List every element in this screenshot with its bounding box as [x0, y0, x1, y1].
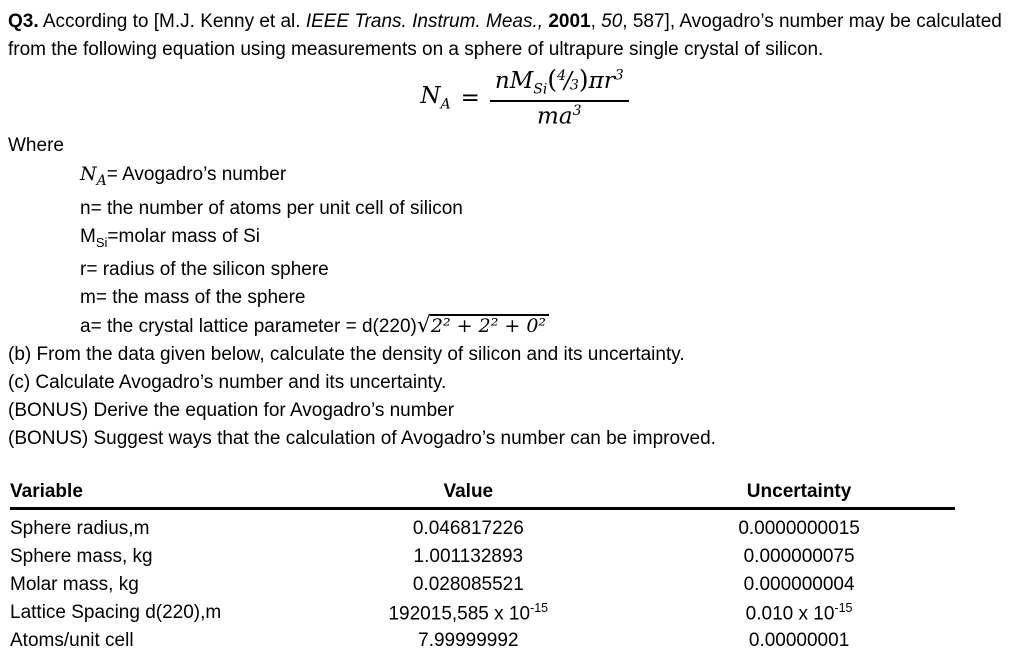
task-bonus-derive: (BONUS) Derive the equation for Avogadro… [8, 400, 455, 422]
definition-text: r= radius of the silicon sphere [80, 259, 329, 281]
citation-volume: 50 [601, 11, 623, 32]
intro-paragraph: Q3. According to [M.J. Kenny et al. IEEE… [8, 8, 1016, 64]
task-bonus-improve: (BONUS) Suggest ways that the calculatio… [8, 428, 716, 450]
intro-segment: According to [M.J. Kenny et al. [38, 11, 306, 32]
cell-variable: Sphere mass, kg [10, 546, 153, 568]
cell-variable: Atoms/unit cell [10, 630, 134, 652]
definition-a: a= the crystal lattice parameter = d(220… [80, 312, 1016, 341]
equals-sign: = [460, 84, 480, 111]
square-root-expression: √2² + 2² + 0² [416, 313, 550, 339]
cell-value: 7.99999992 [418, 630, 519, 652]
radicand: 2² + 2² + 0² [429, 314, 550, 337]
table-row: Atoms/unit cell 7.99999992 0.00000001 [10, 627, 955, 655]
definition-list: NA= Avogadro’s number n= the number of a… [80, 160, 1016, 342]
column-header-value: Value [293, 481, 644, 511]
equation-lhs: NA [420, 83, 451, 113]
definition-na: NA= Avogadro’s number [80, 160, 1016, 195]
task-c: (c) Calculate Avogadro’s number and its … [8, 372, 447, 394]
table-row: Molar mass, kg 0.028085521 0.000000004 [10, 571, 955, 599]
cell-value: 192015,585 x 10-15 [388, 601, 549, 625]
avogadro-equation: NA = nMSi(4/3)πr3 ma3 [33, 65, 1016, 130]
definition-m: m= the mass of the sphere [80, 284, 1016, 312]
radical-sign: √ [416, 313, 431, 339]
cell-value: 0.046817226 [412, 518, 524, 540]
citation-year: 2001 [548, 11, 591, 32]
where-label: Where [8, 134, 64, 156]
value-exponent: -15 [530, 601, 549, 616]
msi-symbol: MSi [80, 225, 108, 250]
cell-uncertainty: 0.010 x 10-15 [745, 601, 853, 625]
na-symbol: NA [80, 162, 107, 189]
cell-value: 0.028085521 [412, 574, 524, 596]
definition-text: m= the mass of the sphere [80, 287, 306, 309]
table-header-row: Variable Value Uncertainty [10, 481, 955, 511]
cell-uncertainty: 0.0000000015 [738, 518, 860, 540]
definition-msi: MSi=molar mass of Si [80, 223, 1016, 257]
cell-variable: Sphere radius,m [10, 518, 150, 540]
intro-segment: , [590, 11, 602, 32]
table-row: Lattice Spacing d(220),m 192015,585 x 10… [10, 599, 955, 627]
cell-uncertainty: 0.000000004 [743, 574, 855, 596]
fraction-denominator: ma3 [537, 102, 582, 130]
definition-text: a= the crystal lattice parameter = d(220… [80, 316, 417, 338]
measurement-data-table: Variable Value Uncertainty Sphere radius… [10, 481, 955, 655]
definition-n: n= the number of atoms per unit cell of … [80, 195, 1016, 223]
cell-value: 1.001132893 [413, 546, 524, 568]
question-number: Q3. [8, 11, 39, 32]
cell-variable: Molar mass, kg [10, 574, 139, 596]
uncertainty-exponent: -15 [834, 601, 853, 616]
intro-segment: , 587], Avogadro’s number may be calcula… [8, 11, 1002, 60]
fraction-numerator: nMSi(4/3)πr3 [489, 65, 629, 102]
table-row: Sphere radius,m 0.046817226 0.0000000015 [10, 509, 955, 544]
journal-citation: IEEE Trans. Instrum. Meas., [305, 11, 544, 32]
definition-r: r= radius of the silicon sphere [80, 256, 1016, 284]
column-header-uncertainty: Uncertainty [643, 481, 955, 511]
table-row: Sphere mass, kg 1.001132893 0.000000075 [10, 543, 955, 571]
task-list: (b) From the data given below, calculate… [8, 341, 1016, 453]
equation-fraction: nMSi(4/3)πr3 ma3 [489, 65, 629, 130]
cell-variable: Lattice Spacing d(220),m [10, 602, 222, 624]
cell-uncertainty: 0.000000075 [743, 546, 855, 568]
definition-text: = Avogadro’s number [106, 163, 287, 185]
definition-text: n= the number of atoms per unit cell of … [80, 197, 463, 219]
column-header-variable: Variable [10, 481, 294, 511]
cell-uncertainty: 0.00000001 [748, 630, 850, 652]
definition-text: =molar mass of Si [107, 225, 260, 247]
task-b: (b) From the data given below, calculate… [8, 344, 685, 366]
